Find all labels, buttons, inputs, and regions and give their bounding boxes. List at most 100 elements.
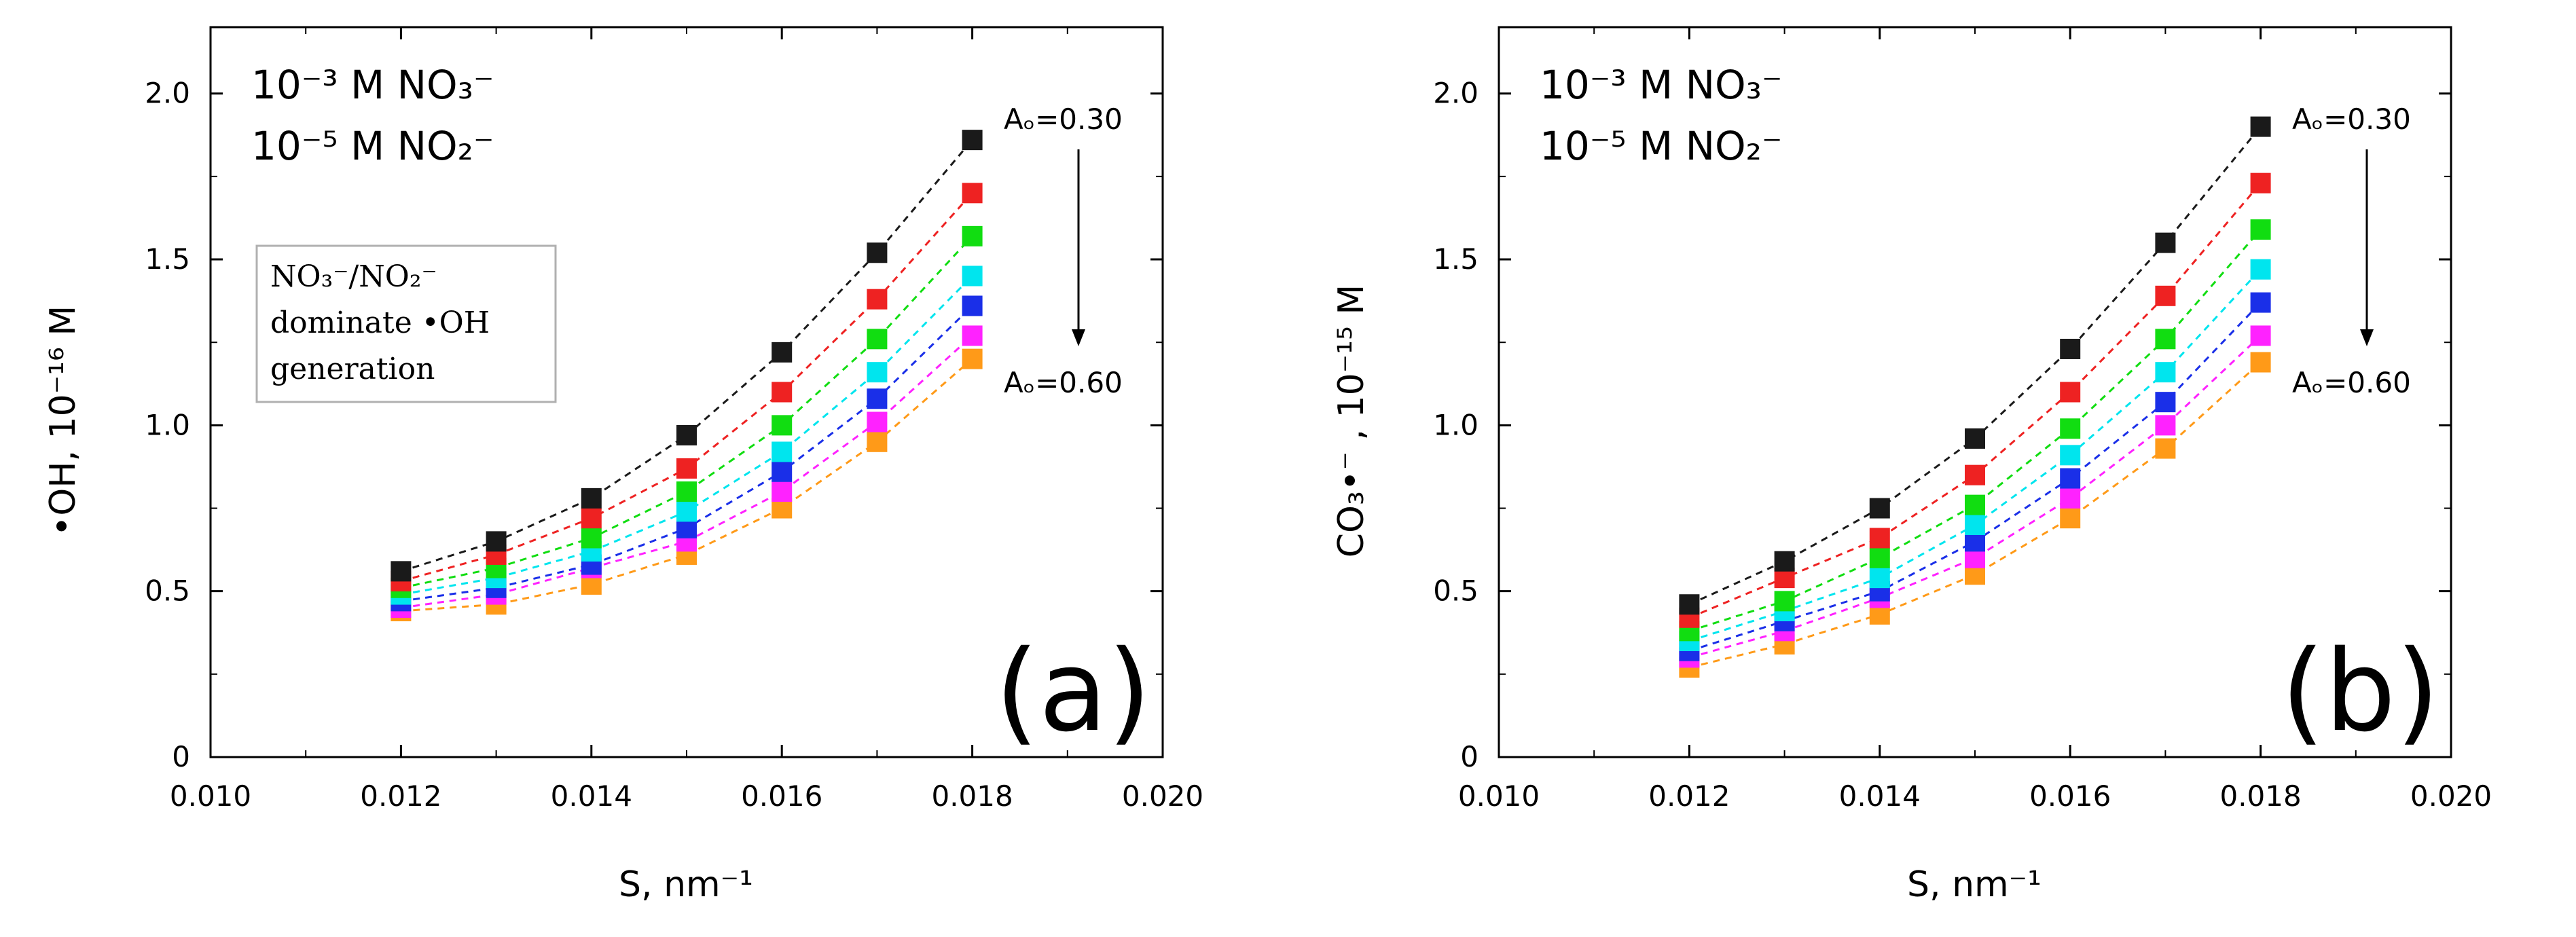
data-point-s7 (867, 431, 888, 452)
data-point-s1 (1679, 594, 1700, 615)
data-point-s3 (676, 481, 697, 502)
data-point-s1 (962, 130, 983, 151)
condition-nitrate: 10⁻³ M NO₃⁻ (251, 62, 494, 108)
annotation-box: NO₃⁻/NO₂⁻ dominate •OH generation (255, 244, 557, 403)
data-point-s1 (2060, 338, 2081, 359)
y-tick-label: 0.5 (1433, 574, 1479, 608)
data-point-s4 (2250, 259, 2271, 280)
data-point-s4 (676, 501, 697, 522)
arrow-label-top: Aₒ=0.30 (1004, 103, 1123, 136)
y-tick-label: 1.0 (145, 408, 190, 441)
annotation-line-1: NO₃⁻/NO₂⁻ (270, 259, 437, 294)
data-point-s3 (962, 225, 983, 246)
condition-nitrite: 10⁻⁵ M NO₂⁻ (251, 123, 494, 169)
x-tick-label: 0.014 (1839, 779, 1921, 813)
data-point-s3 (1869, 547, 1890, 568)
data-point-s4 (962, 265, 983, 287)
data-point-s1 (772, 342, 793, 363)
data-point-s5 (962, 295, 983, 316)
data-point-s2 (962, 183, 983, 204)
data-point-s4 (1869, 568, 1890, 589)
condition-nitrate: 10⁻³ M NO₃⁻ (1540, 62, 1783, 108)
data-point-s1 (1774, 551, 1795, 572)
panel-a-chart: 0.010 0.012 0.014 0.016 0.018 0.020 0 0.5 1.0 1.5… (43, 26, 1203, 905)
data-point-s2 (1965, 464, 1985, 485)
data-point-s2 (581, 508, 602, 529)
x-tick-label: 0.018 (2219, 779, 2301, 813)
y-tick-label: 0.5 (145, 574, 190, 608)
data-point-s5 (2060, 468, 2081, 489)
trend-arrow-head (1072, 329, 1085, 346)
data-point-s2 (772, 382, 793, 403)
data-point-s1 (867, 242, 888, 263)
annotation-line-3: generation (270, 352, 435, 386)
y-axis-title: CO₃•⁻ , 10⁻¹⁵ M (1331, 284, 1372, 558)
data-point-s3 (2060, 418, 2081, 439)
condition-nitrite: 10⁻⁵ M NO₂⁻ (1540, 123, 1783, 169)
y-tick-label: 2.0 (1433, 77, 1479, 110)
data-point-s6 (2250, 325, 2271, 346)
panel-b-chart: 0.010 0.012 0.014 0.016 0.018 0.020 0 0.5 1.0 1.5… (1331, 26, 2492, 905)
data-point-s3 (1774, 591, 1795, 612)
data-point-s3 (1965, 494, 1985, 515)
y-tick-label: 0 (1460, 740, 1479, 773)
arrow-label-top: Aₒ=0.30 (2292, 103, 2411, 136)
data-point-s6 (867, 411, 888, 433)
data-point-s5 (867, 388, 888, 409)
x-tick-label: 0.016 (2029, 779, 2111, 813)
annotation-line-2: dominate •OH (270, 306, 490, 340)
data-point-s2 (676, 458, 697, 479)
data-point-s1 (486, 531, 507, 552)
data-point-s2 (2155, 285, 2176, 306)
data-point-s7 (2060, 508, 2081, 529)
x-tick-label: 0.010 (170, 779, 251, 813)
y-tick-label: 1.0 (1433, 408, 1479, 441)
x-tick-label: 0.020 (1122, 779, 1203, 813)
data-point-s4 (2060, 445, 2081, 466)
arrow-label-bottom: Aₒ=0.60 (1004, 366, 1123, 399)
x-tick-label: 0.012 (360, 779, 441, 813)
trend-arrow-head (2360, 329, 2374, 346)
y-tick-label: 2.0 (145, 77, 190, 110)
data-point-s6 (2155, 415, 2176, 436)
x-axis-title: S, nm⁻¹ (1907, 864, 2042, 905)
data-point-s1 (581, 488, 602, 509)
data-point-s1 (676, 425, 697, 446)
data-point-s1 (1869, 498, 1890, 519)
data-point-s6 (2060, 488, 2081, 509)
data-point-s1 (2250, 116, 2271, 137)
data-point-s3 (867, 329, 888, 350)
data-point-s5 (2250, 292, 2271, 313)
data-point-s3 (2155, 329, 2176, 350)
data-point-s2 (2060, 382, 2081, 403)
data-point-s1 (2155, 232, 2176, 253)
data-point-s7 (2155, 438, 2176, 459)
data-point-s2 (867, 289, 888, 310)
x-axis-title: S, nm⁻¹ (619, 864, 753, 905)
data-point-s1 (391, 561, 412, 582)
x-tick-label: 0.012 (1648, 779, 1730, 813)
y-tick-label: 1.5 (1433, 242, 1479, 276)
data-point-s5 (2155, 392, 2176, 413)
data-point-s4 (2155, 362, 2176, 383)
data-point-s7 (962, 348, 983, 369)
x-tick-label: 0.020 (2410, 779, 2492, 813)
data-point-s7 (2250, 352, 2271, 373)
data-point-s5 (772, 461, 793, 482)
arrow-label-bottom: Aₒ=0.60 (2292, 366, 2411, 399)
data-point-s2 (2250, 172, 2271, 194)
y-tick-label: 0 (172, 740, 190, 773)
y-axis-title: •OH, 10⁻¹⁶ M (43, 306, 84, 536)
x-tick-label: 0.018 (931, 779, 1013, 813)
data-point-s6 (962, 325, 983, 346)
data-point-s4 (772, 441, 793, 462)
data-point-s4 (867, 362, 888, 383)
panel-label: (b) (2281, 626, 2439, 756)
annotation-box-frame (255, 244, 557, 403)
panel-label: (a) (995, 626, 1151, 756)
data-point-s1 (1965, 428, 1985, 449)
x-tick-label: 0.010 (1458, 779, 1540, 813)
data-point-s4 (1965, 514, 1985, 535)
x-tick-label: 0.016 (741, 779, 822, 813)
